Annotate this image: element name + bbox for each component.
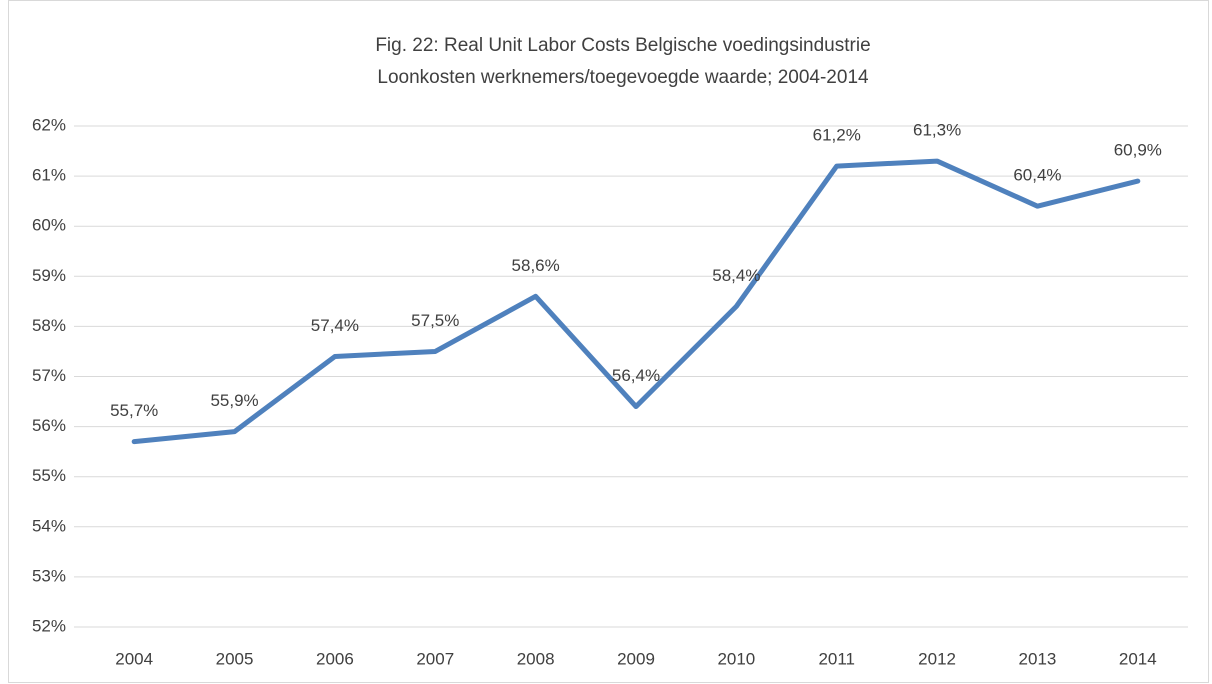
y-tick-label: 53%: [32, 566, 66, 585]
y-tick-label: 60%: [32, 216, 66, 235]
y-tick-label: 56%: [32, 416, 66, 435]
y-tick-label: 58%: [32, 316, 66, 335]
x-tick-label: 2009: [617, 649, 655, 668]
data-label: 55,7%: [110, 401, 158, 420]
x-tick-label: 2014: [1119, 649, 1157, 668]
chart-border: [8, 0, 1209, 683]
x-tick-label: 2008: [517, 649, 555, 668]
x-tick-label: 2013: [1019, 649, 1057, 668]
data-label: 57,4%: [311, 316, 359, 335]
data-label: 57,5%: [411, 311, 459, 330]
chart-subtitle: Loonkosten werknemers/toegevoegde waarde…: [377, 67, 869, 88]
x-tick-label: 2004: [115, 649, 153, 668]
chart-title: Fig. 22: Real Unit Labor Costs Belgische…: [375, 35, 870, 56]
y-tick-label: 54%: [32, 516, 66, 535]
y-tick-label: 57%: [32, 366, 66, 385]
y-tick-label: 62%: [32, 115, 66, 134]
x-tick-label: 2006: [316, 649, 354, 668]
data-label: 60,9%: [1114, 141, 1162, 160]
x-tick-label: 2011: [818, 649, 855, 668]
y-tick-label: 55%: [32, 466, 66, 485]
x-tick-label: 2007: [416, 649, 454, 668]
data-line: [131, 158, 1141, 445]
data-label: 58,6%: [512, 256, 560, 275]
y-tick-label: 61%: [32, 166, 66, 185]
x-tick-label: 2012: [918, 649, 956, 668]
data-label: 58,4%: [712, 266, 760, 285]
x-tick-label: 2010: [717, 649, 755, 668]
data-label: 55,9%: [210, 391, 258, 410]
data-label: 56,4%: [612, 366, 660, 385]
y-tick-label: 52%: [32, 616, 66, 635]
data-label: 61,2%: [813, 126, 861, 145]
data-label: 61,3%: [913, 121, 961, 140]
data-label: 60,4%: [1013, 166, 1061, 185]
y-tick-label: 59%: [32, 266, 66, 285]
x-tick-label: 2005: [216, 649, 254, 668]
